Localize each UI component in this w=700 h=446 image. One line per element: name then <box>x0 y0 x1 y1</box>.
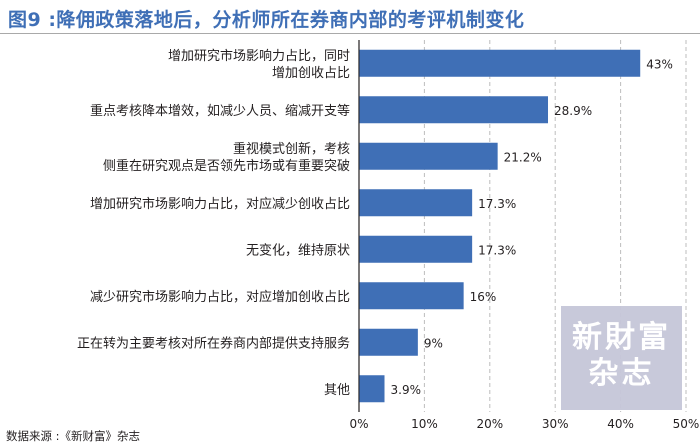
bar-value-label: 3.9% <box>391 383 422 397</box>
bar <box>359 189 473 217</box>
category-label: 增加研究市场影响力占比，同时 <box>168 48 350 64</box>
bar-value-label: 17.3% <box>478 197 516 211</box>
category-label: 其他 <box>324 383 350 398</box>
title-divider <box>0 33 700 34</box>
bar <box>359 328 418 356</box>
watermark-line-2: 杂志 <box>588 356 655 391</box>
x-tick-label: 40% <box>607 417 634 431</box>
bar <box>359 96 549 124</box>
bar <box>359 282 464 310</box>
category-label: 正在转为主要考核对所在券商内部提供支持服务 <box>77 335 350 351</box>
bar-value-label: 17.3% <box>478 243 516 257</box>
category-label: 重视模式创新，考核 <box>233 141 350 157</box>
watermark-line-1: 新財富 <box>572 320 671 355</box>
data-source: 数据来源 :《新财富》杂志 <box>6 429 141 443</box>
bar <box>359 142 498 170</box>
bar-value-label: 9% <box>424 336 443 350</box>
bar-value-label: 28.9% <box>554 104 592 118</box>
category-label: 增加研究市场影响力占比，对应减少创收占比 <box>90 196 350 212</box>
bar-value-label: 43% <box>646 57 673 71</box>
x-tick-label: 30% <box>542 417 569 431</box>
bar-value-label: 16% <box>470 290 497 304</box>
x-tick-label: 50% <box>673 417 700 431</box>
category-label: 侧重在研究观点是否领先市场或有重要突破 <box>103 158 350 174</box>
x-tick-label: 10% <box>411 417 438 431</box>
category-label: 减少研究市场影响力占比，对应增加创收占比 <box>90 289 350 305</box>
page-title: 图9 :降佣政策落地后，分析师所在券商内部的考评机制变化 <box>8 9 525 31</box>
bar <box>359 235 473 263</box>
category-label: 无变化，维持原状 <box>246 242 350 258</box>
bar-value-label: 21.2% <box>504 150 542 164</box>
category-label: 重点考核降本增效，如减少人员、缩减开支等 <box>90 103 350 119</box>
bar <box>359 49 641 77</box>
x-tick-label: 20% <box>476 417 503 431</box>
watermark-logo: 新財富 杂志 <box>561 306 682 410</box>
category-label: 增加创收占比 <box>272 66 350 81</box>
bar <box>359 375 385 403</box>
x-tick-label: 0% <box>349 417 368 431</box>
